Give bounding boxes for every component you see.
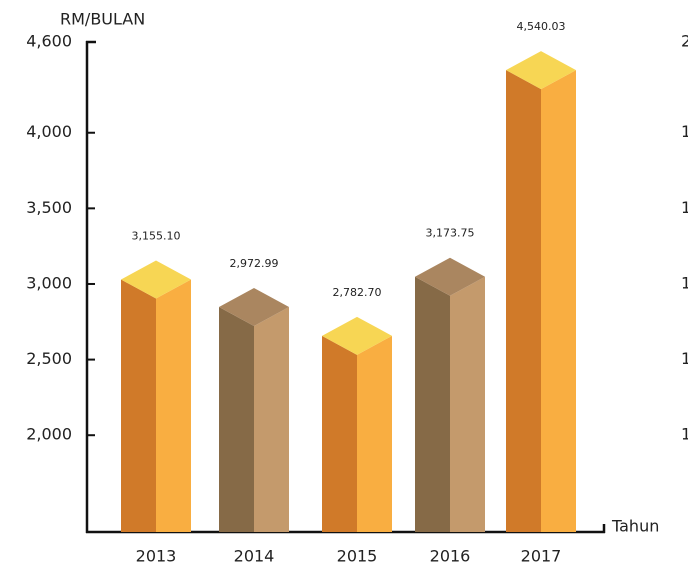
- bar-left-face: [219, 307, 254, 532]
- bar-top-face: [219, 288, 289, 327]
- y2-tick-label: 1,: [681, 122, 688, 141]
- data-label: 3,155.10: [132, 230, 181, 243]
- data-label: 3,173.75: [426, 227, 475, 240]
- x-tick-label: 2016: [430, 547, 471, 566]
- x-tick-label: 2015: [337, 547, 378, 566]
- y2-tick-label: 1,: [681, 349, 688, 368]
- bar-right-face: [156, 279, 191, 532]
- bar-left-face: [322, 335, 357, 532]
- bar-top-face: [121, 260, 191, 299]
- y-tick-label: 3,000: [26, 273, 72, 292]
- bar-right-face: [450, 276, 485, 532]
- data-label: 2,972.99: [230, 257, 279, 270]
- bar-top-face: [322, 316, 392, 355]
- y2-tick-label: 1,: [681, 198, 688, 217]
- bar-top-face: [506, 51, 576, 90]
- bar-right-face: [254, 307, 289, 532]
- y-tick-label: 4,600: [26, 32, 72, 51]
- bar: [219, 288, 289, 532]
- data-label: 4,540.03: [517, 20, 566, 33]
- y-tick-label: 4,000: [26, 122, 72, 141]
- bar: [322, 316, 392, 532]
- y-tick-label: 3,500: [26, 198, 72, 217]
- y2-tick-label: 2: [681, 32, 688, 51]
- bar: [415, 257, 485, 532]
- x-tick-label: 2013: [136, 547, 177, 566]
- bar-right-face: [541, 70, 576, 533]
- bar-left-face: [506, 70, 541, 533]
- x-tick-label: 2014: [234, 547, 275, 566]
- y-axis-label: RM/BULAN: [60, 10, 145, 29]
- bar: [121, 260, 191, 532]
- x-tick-label: 2017: [521, 547, 562, 566]
- bar-left-face: [121, 279, 156, 532]
- y-tick-label: 2,500: [26, 349, 72, 368]
- bar: [506, 51, 576, 533]
- y2-tick-label: 1: [681, 273, 688, 292]
- bar-top-face: [415, 257, 485, 296]
- x-axis-label: Tahun: [611, 517, 659, 536]
- y-tick-label: 2,000: [26, 425, 72, 444]
- data-label: 2,782.70: [333, 286, 382, 299]
- bar-left-face: [415, 276, 450, 532]
- y2-tick-label: 1: [681, 425, 688, 444]
- bar-right-face: [357, 335, 392, 532]
